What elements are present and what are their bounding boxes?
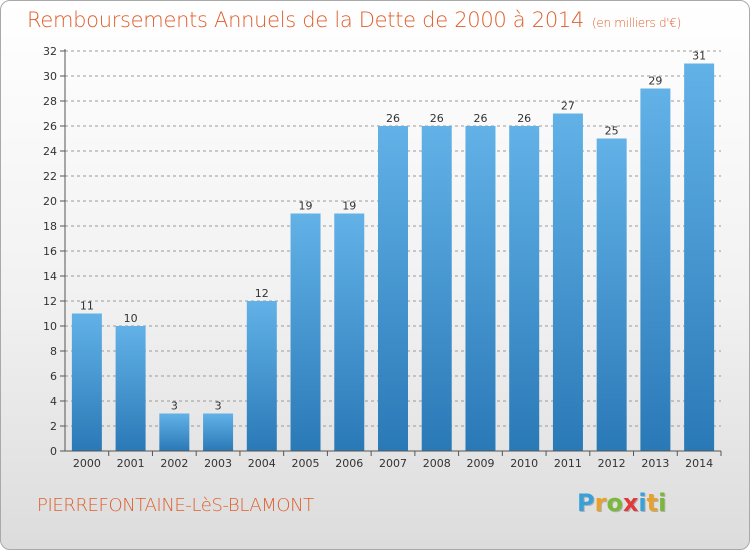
chart-subtitle: (en milliers d'€) bbox=[592, 16, 682, 30]
data-label-2014: 31 bbox=[692, 50, 706, 63]
x-tick-label-2012: 2012 bbox=[598, 457, 626, 470]
bar-2014 bbox=[684, 63, 715, 451]
y-tick-label: 22 bbox=[43, 170, 57, 183]
bar-2008 bbox=[421, 126, 452, 451]
x-tick-label-2004: 2004 bbox=[248, 457, 276, 470]
data-label-2011: 27 bbox=[561, 100, 575, 113]
x-tick-label-2006: 2006 bbox=[335, 457, 363, 470]
y-tick-label: 30 bbox=[43, 70, 57, 83]
y-tick-label: 4 bbox=[50, 395, 57, 408]
y-tick-label: 2 bbox=[50, 420, 57, 433]
bar-2011 bbox=[552, 113, 583, 451]
bar-2003 bbox=[203, 413, 234, 451]
y-tick-label: 32 bbox=[43, 45, 57, 58]
x-tick-label-2007: 2007 bbox=[379, 457, 407, 470]
x-tick-label-2011: 2011 bbox=[554, 457, 582, 470]
bar-2012 bbox=[596, 138, 627, 451]
data-label-2009: 26 bbox=[473, 112, 487, 125]
x-tick-label-2014: 2014 bbox=[685, 457, 713, 470]
bar-2000 bbox=[71, 313, 102, 451]
bar-2006 bbox=[334, 213, 365, 451]
data-label-2010: 26 bbox=[517, 112, 531, 125]
y-tick-label: 12 bbox=[43, 295, 57, 308]
logo-letter: x bbox=[622, 489, 639, 517]
chart-title: Remboursements Annuels de la Dette de 20… bbox=[27, 8, 681, 32]
x-axis: 2000 2001 2002 2003 2004 2005 2006 2007 2008 2009… bbox=[65, 450, 722, 470]
data-label-2001: 10 bbox=[124, 312, 138, 325]
y-tick-label: 28 bbox=[43, 95, 57, 108]
y-tick-label: 6 bbox=[50, 370, 57, 383]
y-tick-label: 8 bbox=[50, 345, 57, 358]
data-label-2003: 3 bbox=[215, 400, 222, 413]
x-tick-label-2000: 2000 bbox=[73, 457, 101, 470]
y-tick-label: 20 bbox=[43, 195, 57, 208]
y-tick-label: 16 bbox=[43, 245, 57, 258]
data-label-2004: 12 bbox=[255, 287, 269, 300]
x-tick-label-2009: 2009 bbox=[466, 457, 494, 470]
logo-letter: i bbox=[638, 489, 647, 517]
data-label-2008: 26 bbox=[430, 112, 444, 125]
bar-2009 bbox=[465, 126, 496, 451]
data-label-2000: 11 bbox=[80, 300, 94, 313]
y-tick-label: 24 bbox=[43, 145, 57, 158]
x-tick-label-2003: 2003 bbox=[204, 457, 232, 470]
logo-letter: P bbox=[577, 489, 595, 517]
data-label-2012: 25 bbox=[605, 125, 619, 138]
chart-title-text: Remboursements Annuels de la Dette de 20… bbox=[27, 8, 584, 32]
data-label-2006: 19 bbox=[342, 200, 356, 213]
x-tick-label-2013: 2013 bbox=[641, 457, 669, 470]
logo-letter: r bbox=[594, 489, 607, 517]
bar-2004 bbox=[246, 301, 277, 451]
bar-2005 bbox=[290, 213, 321, 451]
x-tick-label-2010: 2010 bbox=[510, 457, 538, 470]
y-tick-label: 18 bbox=[43, 220, 57, 233]
bar-2002 bbox=[159, 413, 190, 451]
proxiti-logo: Proxiti bbox=[577, 489, 666, 517]
y-tick-label: 0 bbox=[50, 445, 57, 458]
x-tick-label-2001: 2001 bbox=[117, 457, 145, 470]
bar-2007 bbox=[378, 126, 408, 451]
bars bbox=[71, 63, 715, 451]
data-label-2007: 26 bbox=[386, 112, 400, 125]
bar-2010 bbox=[509, 126, 540, 451]
bar-2013 bbox=[640, 88, 671, 451]
bar-2001 bbox=[115, 326, 146, 451]
y-tick-label: 26 bbox=[43, 120, 57, 133]
commune-name: PIERREFONTAINE-LèS-BLAMONT bbox=[37, 495, 314, 516]
y-tick-label: 14 bbox=[43, 270, 57, 283]
y-tick-label: 10 bbox=[43, 320, 57, 333]
x-tick-label-2005: 2005 bbox=[292, 457, 320, 470]
x-tick-label-2002: 2002 bbox=[160, 457, 188, 470]
logo-letter: o bbox=[606, 489, 623, 517]
logo-letter: i bbox=[658, 489, 667, 517]
x-tick-label-2008: 2008 bbox=[423, 457, 451, 470]
data-labels: 11 10 3 3 12 19 19 26 26 26 26 27 25 29 31 bbox=[80, 50, 706, 413]
data-label-2002: 3 bbox=[171, 400, 178, 413]
data-label-2005: 19 bbox=[299, 200, 313, 213]
data-label-2013: 29 bbox=[648, 75, 662, 88]
logo-letter: t bbox=[646, 489, 659, 517]
